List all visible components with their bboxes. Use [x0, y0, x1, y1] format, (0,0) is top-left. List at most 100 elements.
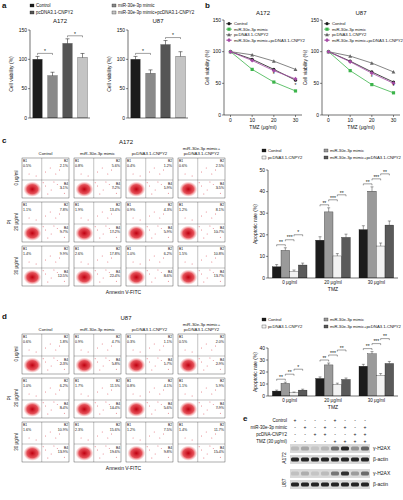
band [351, 483, 359, 487]
event-dot [203, 281, 205, 283]
gate-line [178, 356, 225, 357]
legend-swatch [30, 4, 34, 7]
event-dot [157, 181, 159, 183]
event-dot [94, 226, 96, 228]
bar [131, 59, 140, 118]
event-dot [102, 409, 104, 411]
gate-line [93, 334, 94, 374]
quadrant-value: 1.4% [23, 252, 32, 256]
significance: ** [279, 374, 283, 380]
event-dot [102, 453, 104, 455]
quadrant-name: B1 [23, 335, 27, 339]
quadrant-value: 1.9% [164, 186, 173, 190]
quadrant-value: 17.2% [110, 230, 121, 234]
title: A172 [256, 10, 271, 16]
legend-marker [227, 38, 231, 42]
legend-label: miR-30e-3p mimic+pcDNA3.1-CNPY2 [118, 10, 195, 15]
gate-line [197, 202, 198, 242]
event-dot [198, 182, 200, 184]
event-dot [94, 446, 96, 448]
quadrant-value: 1.1% [164, 340, 173, 344]
legend-swatch [112, 4, 116, 7]
x-tick-label: 20 [271, 117, 277, 123]
event-dot [107, 261, 109, 263]
event-dot [42, 446, 44, 448]
cell-population [127, 182, 145, 197]
event-dot [201, 361, 203, 363]
event-dot [97, 229, 99, 231]
quadrant-value: 0.4% [127, 164, 136, 168]
y-tick [28, 118, 30, 119]
event-dot [105, 181, 107, 183]
error-bar [301, 263, 304, 265]
event-dot [139, 395, 141, 397]
event-dot [97, 273, 99, 275]
condition-sign: + [334, 417, 337, 423]
event-dot [101, 211, 103, 213]
plot-area [272, 352, 393, 396]
event-dot [35, 263, 37, 265]
gate-line [41, 422, 42, 462]
y-tick [266, 170, 268, 171]
bar [33, 59, 42, 118]
event-dot [191, 351, 193, 353]
bar [176, 56, 185, 118]
cell-population [179, 446, 197, 461]
point [250, 58, 254, 62]
quadrant-name: B1 [75, 335, 79, 339]
event-dot [146, 446, 148, 448]
bar [333, 256, 342, 278]
event-dot [184, 349, 186, 351]
quadrant-name: B1 [179, 247, 183, 251]
event-dot [94, 358, 96, 360]
event-dot [99, 413, 101, 415]
event-dot [55, 261, 57, 263]
legend-label: miR-30e-3p mimic [330, 148, 364, 153]
event-dot [149, 361, 151, 363]
event-dot [206, 189, 208, 191]
y-tick [28, 59, 30, 60]
event-dot [132, 393, 134, 395]
gate-line [145, 246, 146, 286]
event-dot [211, 349, 213, 351]
event-dot [59, 433, 61, 435]
band [291, 447, 299, 451]
significance: ** [288, 369, 292, 375]
quadrant-value: 2.1% [60, 164, 69, 168]
bar [146, 73, 155, 118]
error-bar [336, 254, 339, 256]
quadrant-name: B2 [220, 159, 224, 163]
header-line: pcDNA3.1-CNPY2 [184, 327, 220, 332]
bar [368, 354, 377, 396]
error-bar [51, 72, 55, 76]
cell-population [23, 358, 41, 373]
event-dot [163, 213, 165, 215]
legend-label: pcDNA3.1-CNPY2 [268, 324, 303, 329]
error-bar [36, 56, 40, 59]
plot-area [272, 187, 393, 278]
event-dot [163, 389, 165, 391]
plot-area [33, 39, 87, 118]
quadrant-name: B2 [64, 379, 68, 383]
y-tick-label: 150 [19, 27, 28, 33]
event-dot [49, 343, 51, 345]
event-dot [206, 453, 208, 455]
event-dot [153, 431, 155, 433]
event-dot [184, 217, 186, 219]
x-axis-label: TMZ [328, 404, 338, 410]
band [321, 447, 329, 451]
condition-sign: - [294, 431, 296, 437]
event-dot [47, 281, 49, 283]
event-dot [149, 391, 151, 393]
band [331, 458, 339, 462]
event-dot [56, 183, 58, 185]
legend-label: Control [268, 317, 282, 322]
event-dot [102, 233, 104, 235]
quadrant-value: 8.4% [60, 406, 69, 410]
event-dot [203, 369, 205, 371]
event-dot [115, 192, 117, 194]
quadrant-name: B2 [64, 247, 68, 251]
band [311, 483, 319, 487]
event-dot [53, 181, 55, 183]
quadrant-value: 11.5% [110, 384, 121, 388]
